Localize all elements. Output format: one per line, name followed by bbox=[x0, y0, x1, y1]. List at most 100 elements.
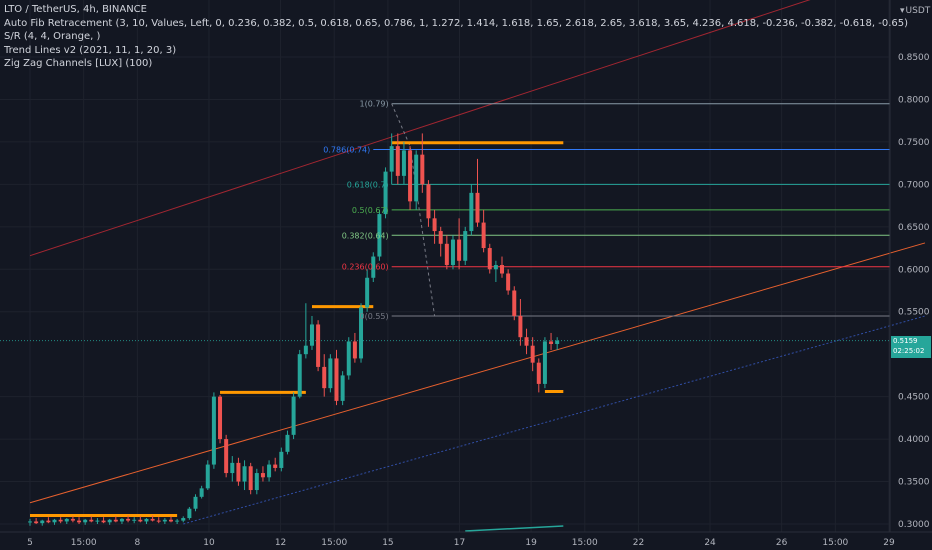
candle-body[interactable] bbox=[211, 396, 216, 465]
candle-body[interactable] bbox=[224, 439, 229, 474]
candle-body[interactable] bbox=[481, 222, 486, 249]
candle-body[interactable] bbox=[420, 154, 425, 185]
legend-indicator-trendlines[interactable]: Trend Lines v2 (2021, 11, 1, 20, 3) bbox=[4, 44, 177, 56]
candle-body[interactable] bbox=[279, 451, 284, 468]
candle-body[interactable] bbox=[138, 519, 143, 522]
price-axis[interactable]: 0.8500 0.8000 0.7500 0.7000 0.6500 0.6000 0.55… bbox=[898, 53, 930, 530]
candle-body[interactable] bbox=[150, 518, 155, 521]
candle-body[interactable] bbox=[352, 341, 357, 359]
candle-body[interactable] bbox=[303, 345, 308, 355]
candle-body[interactable] bbox=[401, 150, 406, 176]
candle-body[interactable] bbox=[493, 265, 498, 270]
legend-symbol[interactable]: LTO / TetherUS, 4h, BINANCE bbox=[4, 4, 147, 15]
candle-body[interactable] bbox=[346, 341, 351, 376]
candle-body[interactable] bbox=[34, 521, 39, 524]
candle-body[interactable] bbox=[536, 362, 541, 384]
legend-indicator-zigzag[interactable]: Zig Zag Channels [LUX] (100) bbox=[4, 58, 153, 70]
candle-body[interactable] bbox=[438, 231, 443, 244]
candle-body[interactable] bbox=[475, 192, 480, 223]
candle-body[interactable] bbox=[291, 396, 296, 435]
candle-body[interactable] bbox=[248, 466, 253, 491]
candle-body[interactable] bbox=[524, 337, 529, 346]
channel-lower-line bbox=[183, 315, 926, 525]
candle-body[interactable] bbox=[175, 520, 180, 522]
candle-body[interactable] bbox=[530, 345, 535, 363]
candle-body[interactable] bbox=[273, 464, 278, 468]
candle-body[interactable] bbox=[512, 290, 517, 316]
candle-body[interactable] bbox=[58, 519, 63, 522]
candle-body[interactable] bbox=[107, 519, 112, 523]
candle-body[interactable] bbox=[549, 341, 554, 344]
candle-body[interactable] bbox=[518, 315, 523, 338]
candle-body[interactable] bbox=[181, 518, 186, 521]
candle-body[interactable] bbox=[77, 520, 82, 523]
candle-body[interactable] bbox=[322, 366, 327, 389]
candle-body[interactable] bbox=[395, 146, 400, 176]
candle-body[interactable] bbox=[113, 519, 118, 522]
candle-body[interactable] bbox=[218, 396, 223, 440]
candle-body[interactable] bbox=[70, 518, 75, 521]
candle-body[interactable] bbox=[377, 214, 382, 257]
candle-body[interactable] bbox=[46, 520, 51, 523]
candle-body[interactable] bbox=[144, 518, 149, 522]
candle-body[interactable] bbox=[95, 520, 100, 522]
candle-body[interactable] bbox=[162, 519, 167, 522]
legend-indicator-sr[interactable]: S/R (4, 4, Orange, ) bbox=[4, 31, 101, 43]
candle-body[interactable] bbox=[500, 265, 505, 274]
candle-body[interactable] bbox=[267, 464, 272, 478]
candle-body[interactable] bbox=[254, 473, 259, 491]
candle-body[interactable] bbox=[168, 519, 173, 522]
candle-body[interactable] bbox=[83, 519, 88, 523]
candle-body[interactable] bbox=[371, 256, 376, 278]
candle-body[interactable] bbox=[285, 434, 290, 452]
candle-series[interactable] bbox=[28, 133, 560, 526]
candle-body[interactable] bbox=[444, 243, 449, 266]
legend-indicator-fib[interactable]: Auto Fib Retracement (3, 10, Values, Lef… bbox=[4, 17, 909, 29]
candle-body[interactable] bbox=[119, 518, 124, 522]
candle-body[interactable] bbox=[359, 307, 364, 359]
currency-selector[interactable]: ▾USDT bbox=[900, 6, 930, 16]
candle-body[interactable] bbox=[101, 520, 106, 523]
candle-body[interactable] bbox=[132, 519, 137, 521]
candle-body[interactable] bbox=[426, 184, 431, 219]
candle-body[interactable] bbox=[506, 273, 511, 291]
time-tick-label: 5 bbox=[27, 538, 33, 548]
candle-body[interactable] bbox=[28, 521, 32, 523]
candle-body[interactable] bbox=[40, 520, 45, 524]
candle-body[interactable] bbox=[230, 462, 235, 474]
candle-body[interactable] bbox=[193, 496, 198, 509]
candle-body[interactable] bbox=[89, 519, 94, 522]
candle-body[interactable] bbox=[450, 239, 455, 266]
candle-body[interactable] bbox=[389, 146, 394, 172]
candle-body[interactable] bbox=[469, 192, 474, 232]
candle-body[interactable] bbox=[328, 358, 333, 389]
candle-body[interactable] bbox=[334, 358, 339, 401]
candle-body[interactable] bbox=[64, 518, 69, 522]
candle-body[interactable] bbox=[297, 354, 302, 397]
candle-body[interactable] bbox=[487, 248, 492, 270]
candle-body[interactable] bbox=[199, 488, 204, 497]
candle-body[interactable] bbox=[316, 324, 321, 367]
candle-body[interactable] bbox=[365, 277, 370, 308]
candle-body[interactable] bbox=[260, 473, 265, 478]
candle-body[interactable] bbox=[126, 518, 131, 521]
candle-body[interactable] bbox=[52, 519, 57, 523]
candle-body[interactable] bbox=[383, 171, 388, 215]
candle-body[interactable] bbox=[309, 324, 314, 346]
candle-body[interactable] bbox=[242, 466, 247, 482]
candle-body[interactable] bbox=[432, 218, 437, 232]
candle-body[interactable] bbox=[457, 239, 462, 261]
candle-body[interactable] bbox=[414, 154, 419, 202]
candle-body[interactable] bbox=[340, 375, 345, 401]
candle-body[interactable] bbox=[156, 520, 161, 522]
candle-body[interactable] bbox=[236, 462, 241, 482]
candle-body[interactable] bbox=[205, 464, 210, 489]
candle-body[interactable] bbox=[408, 150, 413, 202]
candle-body[interactable] bbox=[555, 340, 560, 344]
candle-body[interactable] bbox=[542, 341, 547, 384]
candle-body[interactable] bbox=[463, 231, 468, 261]
candle-body[interactable] bbox=[187, 508, 192, 519]
time-axis[interactable]: 5 15:00 8 10 12 15:00 15 17 19 15:00 22 24 26 15:00 29 bbox=[27, 538, 895, 548]
fib-level-label: 0(0.55) bbox=[360, 312, 389, 321]
